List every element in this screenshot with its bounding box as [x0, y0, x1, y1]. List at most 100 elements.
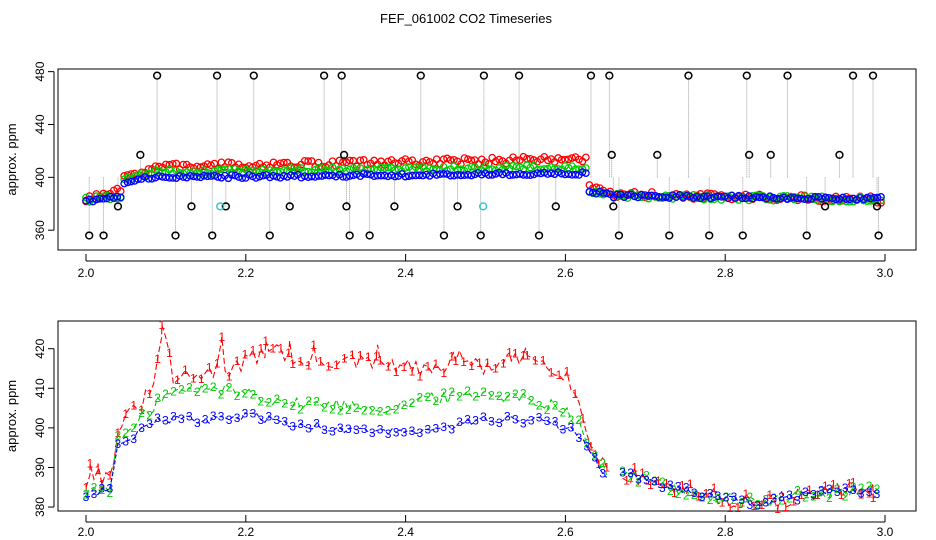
series-3-point	[113, 192, 122, 201]
series-3-marker: 3	[313, 417, 320, 431]
series-3-point	[467, 171, 476, 180]
series-2-marker: 2	[385, 404, 392, 418]
series-2-point	[401, 164, 410, 172]
series-1-marker: 1	[166, 346, 173, 360]
series-1-point	[422, 156, 431, 165]
series-3-point	[116, 193, 125, 202]
series-2-marker: 2	[83, 487, 90, 501]
series-2-marker: 2	[138, 406, 145, 420]
series-2-marker: 2	[754, 498, 761, 512]
series-3-marker: 3	[353, 423, 360, 437]
series-2-marker: 2	[731, 493, 738, 507]
series-1-marker: 1	[484, 356, 491, 370]
series-3-marker: 3	[842, 481, 849, 495]
series-1-marker: 1	[623, 474, 630, 488]
series-2-marker: 2	[329, 402, 336, 416]
series-2-marker: 2	[810, 490, 817, 504]
series-2-marker: 2	[715, 492, 722, 506]
series-1-point	[144, 165, 153, 173]
series-3-marker: 3	[552, 414, 559, 428]
series-1-marker: 1	[512, 346, 519, 360]
series-2-marker: 2	[707, 493, 714, 507]
series-2-marker: 2	[480, 385, 487, 399]
series-2-marker: 2	[826, 491, 833, 505]
series-3-point	[877, 193, 885, 201]
series-3-point	[422, 170, 431, 179]
series-2-marker: 2	[146, 408, 153, 422]
series-1-marker: 1	[325, 360, 332, 374]
series-1-marker: 1	[695, 490, 702, 504]
spike-point	[171, 231, 180, 240]
series-3-point	[790, 193, 799, 202]
series-1-marker: 1	[850, 476, 857, 490]
series-3-point	[231, 171, 240, 180]
series-1-marker: 1	[782, 500, 789, 514]
series-1-marker: 1	[289, 357, 296, 371]
series-3-point	[738, 194, 746, 203]
series-3-marker: 3	[401, 426, 408, 440]
series-3-marker: 3	[114, 437, 121, 451]
spike-point	[868, 71, 878, 80]
series-1-marker: 1	[401, 360, 408, 374]
series-1-marker: 1	[159, 318, 166, 332]
series-3-marker: 3	[385, 427, 392, 441]
top-x-tick-label: 3.0	[877, 266, 894, 280]
spike-point	[607, 150, 616, 160]
series-3-point	[825, 194, 833, 202]
series-1-marker: 1	[460, 355, 467, 369]
series-3-marker: 3	[560, 423, 567, 437]
series-2-marker: 2	[250, 388, 257, 402]
top-y-tick-label: 440	[33, 114, 47, 134]
spike-point	[820, 202, 830, 211]
series-2-marker: 2	[424, 390, 431, 404]
series-2-marker: 2	[858, 481, 865, 495]
series-3-marker: 3	[480, 410, 487, 424]
series-3-marker: 3	[99, 481, 106, 495]
series-3-point	[179, 173, 188, 181]
series-3-marker: 3	[635, 473, 642, 487]
series-1-marker: 1	[424, 359, 431, 373]
series-3-point	[484, 171, 493, 179]
series-2-marker: 2	[619, 464, 626, 478]
series-3-marker: 3	[858, 487, 865, 501]
series-3-point	[589, 188, 597, 197]
series-1-marker: 1	[774, 502, 781, 516]
series-3-marker: 3	[683, 480, 690, 494]
series-2-marker: 2	[599, 456, 606, 470]
series-3-marker: 3	[242, 406, 249, 420]
series-3-point	[707, 194, 715, 203]
series-3-marker: 3	[659, 481, 666, 495]
series-2-marker: 2	[353, 401, 360, 415]
series-3-marker: 3	[289, 419, 296, 433]
series-1-point	[568, 154, 576, 162]
series-1-marker: 1	[798, 488, 805, 502]
series-1-marker: 1	[679, 478, 686, 492]
bottom-panel-axes: 2.0 2.2 2.4 2.6 2.8 3.0 380 390 400 410 420	[33, 338, 894, 539]
series-3-point	[99, 194, 108, 203]
series-2-marker: 2	[202, 382, 209, 396]
series-3-marker: 3	[591, 451, 598, 465]
series-2-marker: 2	[99, 483, 106, 497]
series-1-marker: 1	[262, 334, 269, 348]
series-1-marker: 1	[639, 466, 646, 480]
series-3-point	[273, 172, 281, 181]
spike-point	[345, 231, 354, 240]
series-3-marker: 3	[826, 482, 833, 496]
series-2-marker: 2	[818, 485, 825, 499]
series-2-marker: 2	[464, 384, 471, 398]
series-1-marker: 1	[206, 361, 213, 375]
series-3-point	[526, 171, 535, 180]
series-1-marker: 1	[218, 330, 225, 344]
series-3-point	[134, 175, 142, 184]
series-2-marker: 2	[114, 428, 121, 442]
series-2-marker: 2	[289, 399, 296, 413]
series-3-point	[314, 172, 323, 180]
series-3-marker: 3	[194, 416, 201, 430]
series-2-marker: 2	[107, 486, 114, 500]
outlier-point	[478, 202, 488, 211]
series-2-marker: 2	[91, 481, 98, 495]
series-1-marker: 1	[448, 349, 455, 363]
series-3-marker: 3	[723, 490, 730, 504]
series-3-point	[658, 193, 667, 201]
series-3-point	[873, 193, 882, 202]
